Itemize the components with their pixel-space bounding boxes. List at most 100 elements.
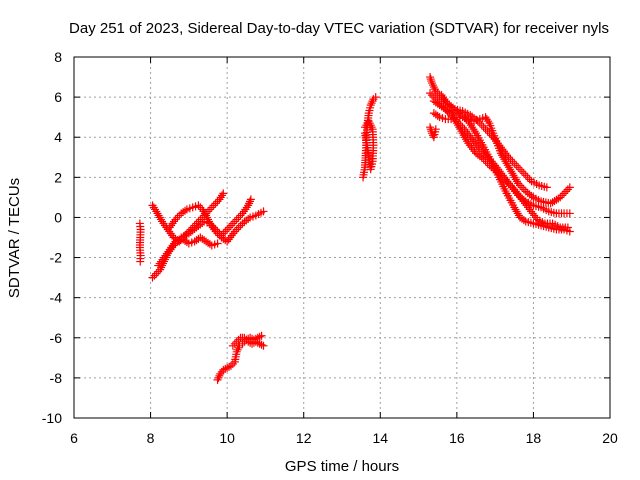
data-point — [207, 221, 216, 230]
data-point — [251, 337, 260, 346]
data-point — [234, 213, 243, 222]
data-point — [521, 199, 530, 208]
data-point — [215, 231, 224, 240]
y-tick-label: 4 — [54, 129, 62, 145]
data-point — [449, 103, 458, 112]
data-point — [475, 119, 484, 128]
data-point — [214, 373, 223, 382]
data-point — [221, 236, 230, 245]
data-point — [493, 139, 502, 148]
data-point — [511, 175, 520, 184]
data-point — [166, 229, 175, 238]
data-point — [175, 211, 184, 220]
data-point — [181, 206, 190, 215]
data-point — [525, 175, 534, 184]
data-point — [168, 231, 177, 240]
data-point — [523, 173, 532, 182]
data-point — [154, 261, 163, 270]
data-point — [215, 195, 224, 204]
data-point — [365, 119, 374, 128]
data-point — [223, 237, 232, 246]
data-point — [428, 81, 437, 90]
series-arc-n — [437, 91, 551, 192]
data-point — [565, 209, 574, 218]
data-point — [161, 251, 170, 260]
x-tick-label: 12 — [296, 430, 312, 446]
data-point — [155, 259, 164, 268]
data-point — [483, 159, 492, 168]
data-point — [244, 201, 253, 210]
data-point — [259, 341, 268, 350]
data-point — [510, 185, 519, 194]
data-point — [202, 211, 211, 220]
data-point — [485, 161, 494, 170]
data-point — [223, 225, 232, 234]
data-point — [241, 205, 250, 214]
data-point — [367, 99, 376, 108]
data-point — [516, 165, 525, 174]
data-point — [496, 171, 505, 180]
series-arc-i — [360, 117, 378, 174]
y-tick-label: -10 — [42, 410, 62, 426]
data-point — [213, 229, 222, 238]
data-point — [426, 123, 435, 132]
data-point — [360, 129, 369, 138]
x-tick-label: 18 — [526, 430, 542, 446]
data-point — [255, 339, 264, 348]
data-point — [517, 183, 526, 192]
x-tick-label: 14 — [372, 430, 388, 446]
data-point — [513, 209, 522, 218]
data-point — [498, 173, 507, 182]
data-point — [455, 123, 464, 132]
data-point — [149, 203, 158, 212]
data-point — [427, 91, 436, 100]
data-point — [563, 223, 572, 232]
data-point — [433, 89, 442, 98]
data-point — [230, 227, 239, 236]
data-point — [468, 145, 477, 154]
data-point — [512, 177, 521, 186]
data-point — [502, 177, 511, 186]
data-point — [494, 169, 503, 178]
data-point — [527, 191, 536, 200]
data-point — [159, 219, 168, 228]
data-point — [198, 205, 207, 214]
data-point — [454, 121, 463, 130]
data-point — [255, 332, 264, 341]
data-point — [259, 207, 268, 216]
data-point — [167, 243, 176, 252]
data-point — [234, 335, 243, 344]
data-point — [232, 337, 241, 346]
data-point — [213, 375, 222, 384]
data-point — [232, 225, 241, 234]
data-point — [173, 213, 182, 222]
data-point — [514, 179, 523, 188]
data-point — [510, 173, 519, 182]
x-tick-label: 8 — [147, 430, 155, 446]
data-point — [368, 97, 377, 106]
data-point — [464, 139, 473, 148]
y-tick-label: 2 — [54, 169, 62, 185]
data-point — [495, 141, 504, 150]
data-point — [441, 97, 450, 106]
data-point — [499, 147, 508, 156]
data-point — [158, 217, 167, 226]
data-point — [248, 339, 257, 348]
data-point — [507, 167, 516, 176]
data-point — [427, 79, 436, 88]
data-point — [244, 337, 253, 346]
data-point — [483, 127, 492, 136]
data-point — [205, 205, 214, 214]
data-point — [517, 167, 526, 176]
data-point — [230, 217, 239, 226]
x-tick-labels: 6 8 10 12 14 16 18 20 — [70, 430, 618, 446]
data-point — [171, 215, 180, 224]
data-point — [467, 143, 476, 152]
series-arc-g — [228, 333, 268, 350]
data-point — [232, 347, 241, 356]
data-point — [426, 73, 435, 82]
data-point — [213, 197, 222, 206]
data-point — [489, 133, 498, 142]
data-point — [245, 199, 254, 208]
series-arc-e — [154, 233, 222, 270]
